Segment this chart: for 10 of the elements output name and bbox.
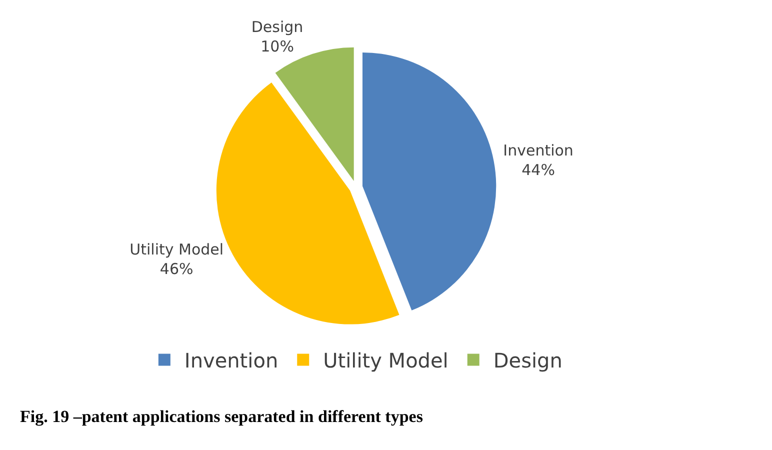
legend-label: Invention [184,348,278,373]
caption: Fig. 19 –patent applications separated in different types [20,407,424,426]
data-label: 10% [260,38,294,56]
data-label: 44% [522,161,555,180]
legend-label: Utility Model [323,348,448,373]
data-label: 46% [160,260,194,278]
slice-label: Utility Model [130,240,224,259]
slice-label: Design [251,18,304,36]
legend-label: Design [493,348,562,373]
slice-label: Invention [503,142,574,160]
